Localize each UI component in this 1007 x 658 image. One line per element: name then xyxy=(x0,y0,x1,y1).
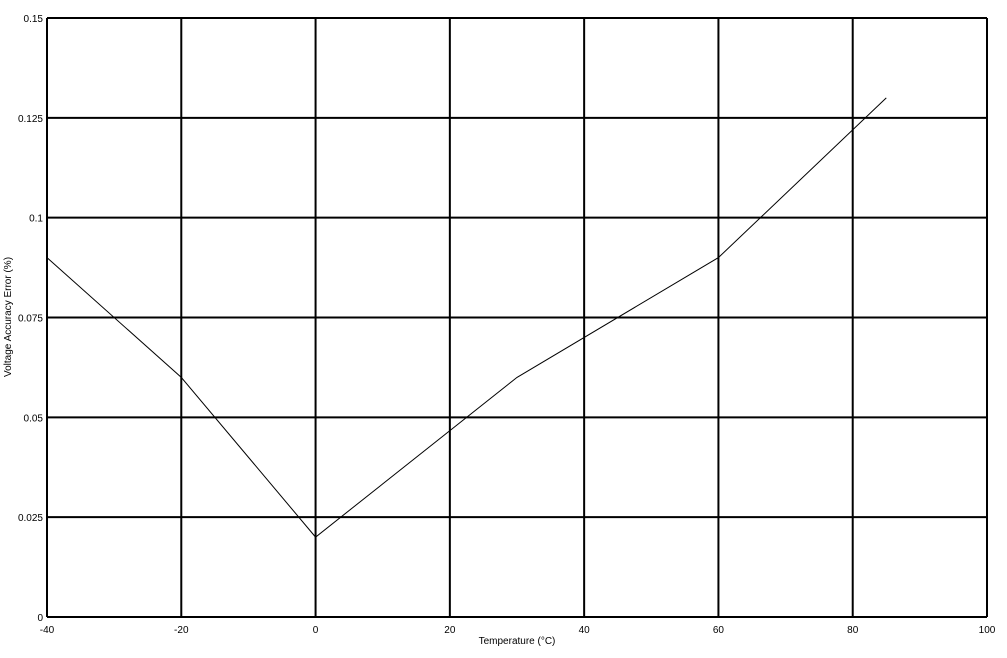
y-axis-label: Voltage Accuracy Error (%) xyxy=(3,257,14,377)
y-tick-label: 0 xyxy=(37,613,43,624)
y-tick-label: 0.125 xyxy=(18,114,43,125)
x-tick-label: 40 xyxy=(579,625,591,636)
y-tick-label: 0.075 xyxy=(18,314,43,325)
y-axis-ticks: 0 0.025 0.05 0.075 0.1 0.125 0.15 xyxy=(18,14,43,624)
x-tick-label: 100 xyxy=(979,625,996,636)
y-tick-label: 0.1 xyxy=(29,214,43,225)
x-tick-label: -20 xyxy=(174,625,189,636)
y-tick-label: 0.025 xyxy=(18,513,43,524)
y-tick-label: 0.05 xyxy=(24,413,44,424)
x-tick-label: -40 xyxy=(40,625,55,636)
x-tick-label: 60 xyxy=(713,625,725,636)
x-axis-ticks: -40 -20 0 20 40 60 80 100 xyxy=(40,625,996,636)
x-axis-label: Temperature (°C) xyxy=(479,636,556,647)
grid xyxy=(47,18,987,617)
x-tick-label: 0 xyxy=(313,625,319,636)
x-tick-label: 80 xyxy=(847,625,859,636)
x-tick-label: 20 xyxy=(444,625,456,636)
y-tick-label: 0.15 xyxy=(24,14,44,25)
